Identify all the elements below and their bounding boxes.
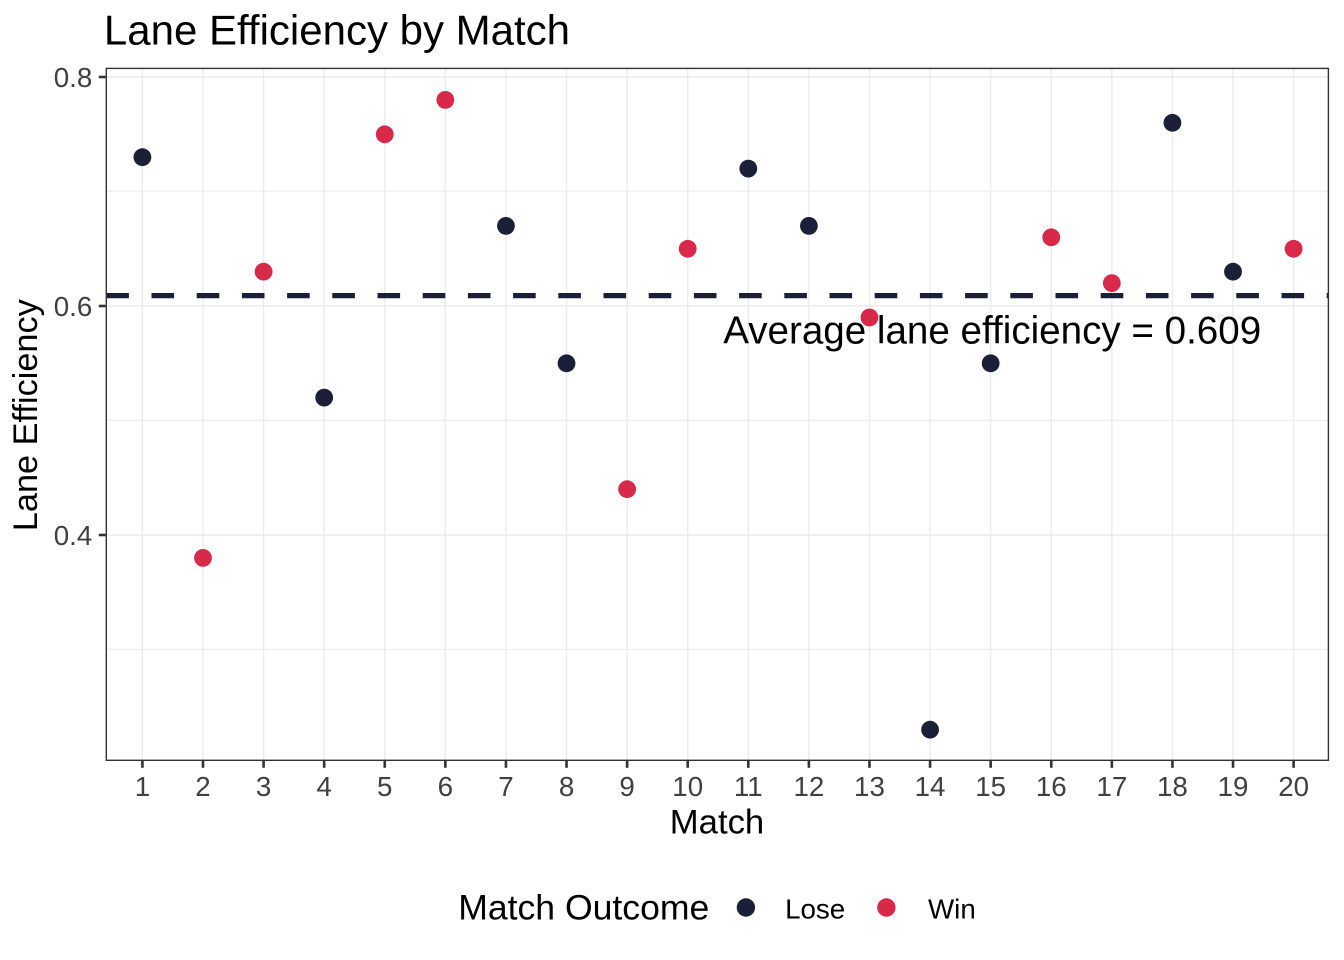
svg-text:Match Outcome: Match Outcome (458, 887, 709, 927)
svg-text:13: 13 (854, 771, 885, 802)
svg-text:16: 16 (1036, 771, 1067, 802)
svg-text:Win: Win (928, 893, 976, 924)
svg-text:Average lane efficiency = 0.60: Average lane efficiency = 0.609 (723, 310, 1261, 353)
svg-text:3: 3 (256, 771, 271, 802)
svg-text:Lose: Lose (785, 893, 845, 924)
svg-text:0.8: 0.8 (54, 62, 93, 93)
svg-text:20: 20 (1278, 771, 1309, 802)
svg-text:14: 14 (915, 771, 946, 802)
svg-text:15: 15 (975, 771, 1006, 802)
svg-text:8: 8 (559, 771, 574, 802)
svg-text:18: 18 (1157, 771, 1188, 802)
svg-text:17: 17 (1096, 771, 1127, 802)
svg-text:12: 12 (793, 771, 824, 802)
svg-text:19: 19 (1218, 771, 1249, 802)
svg-text:11: 11 (734, 771, 763, 802)
svg-text:10: 10 (672, 771, 703, 802)
svg-text:0.6: 0.6 (54, 291, 93, 322)
svg-text:7: 7 (498, 771, 513, 802)
svg-text:2: 2 (195, 771, 210, 802)
svg-text:4: 4 (316, 771, 331, 802)
svg-text:Lane Efficiency by Match: Lane Efficiency by Match (104, 6, 570, 53)
svg-text:1: 1 (135, 771, 150, 802)
svg-text:0.4: 0.4 (54, 520, 93, 551)
svg-text:Lane Efficiency: Lane Efficiency (7, 298, 45, 531)
svg-text:5: 5 (377, 771, 392, 802)
svg-text:6: 6 (438, 771, 453, 802)
svg-text:9: 9 (619, 771, 634, 802)
svg-text:Match: Match (670, 804, 764, 842)
